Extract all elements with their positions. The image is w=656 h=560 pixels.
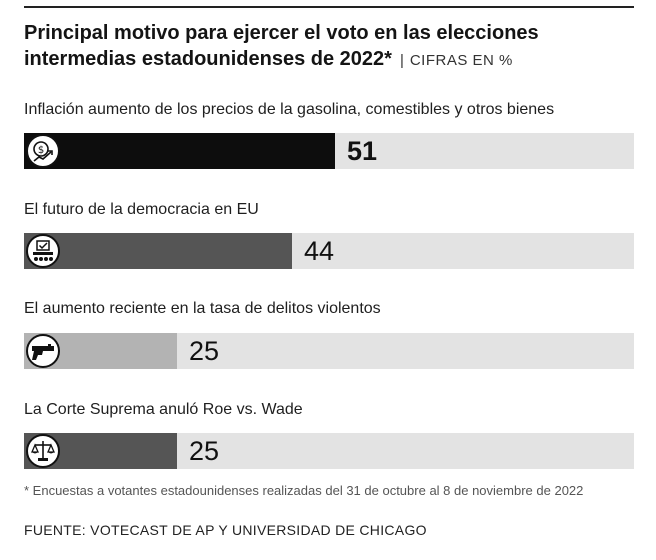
svg-text:$: $ [38,145,44,156]
top-rule [24,6,634,8]
bar-label-violent-crime: El aumento reciente en la tasa de delito… [24,300,381,317]
bar-track-inflation: $ 51 [24,133,634,169]
bar-inflation [24,133,335,169]
value-label-violent-crime: 25 [189,336,220,366]
money-growth-icon: $ [26,134,60,168]
bar-label-democracy: El futuro de la democracia en EU [24,201,259,218]
bar-track-roe-wade: 25 [24,433,634,469]
scales-justice-icon [26,434,60,468]
source-credit: FUENTE: VOTECAST DE AP Y UNIVERSIDAD DE … [24,522,427,538]
bar-label-roe-wade: La Corte Suprema anuló Roe vs. Wade [24,401,303,418]
bar-track-violent-crime: 25 [24,333,634,369]
footnote: * Encuestas a votantes estadounidenses r… [24,483,584,498]
bar-track-democracy: 44 [24,233,634,269]
units-label: CIFRAS EN % [409,52,513,69]
title-separator: | [399,52,404,69]
chart-title: Principal motivo para ejercer el voto en… [24,22,539,70]
value-label-inflation: 51 [347,136,378,166]
value-label-roe-wade: 25 [189,436,220,466]
bar-label-inflation: Inflación aumento de los precios de la g… [24,101,555,118]
value-label-democracy: 44 [304,236,335,266]
ballot-box-icon [26,234,60,268]
bar-democracy [24,233,292,269]
handgun-icon [26,334,60,368]
chart-title-block: Principal motivo para ejercer el voto en… [24,20,644,74]
